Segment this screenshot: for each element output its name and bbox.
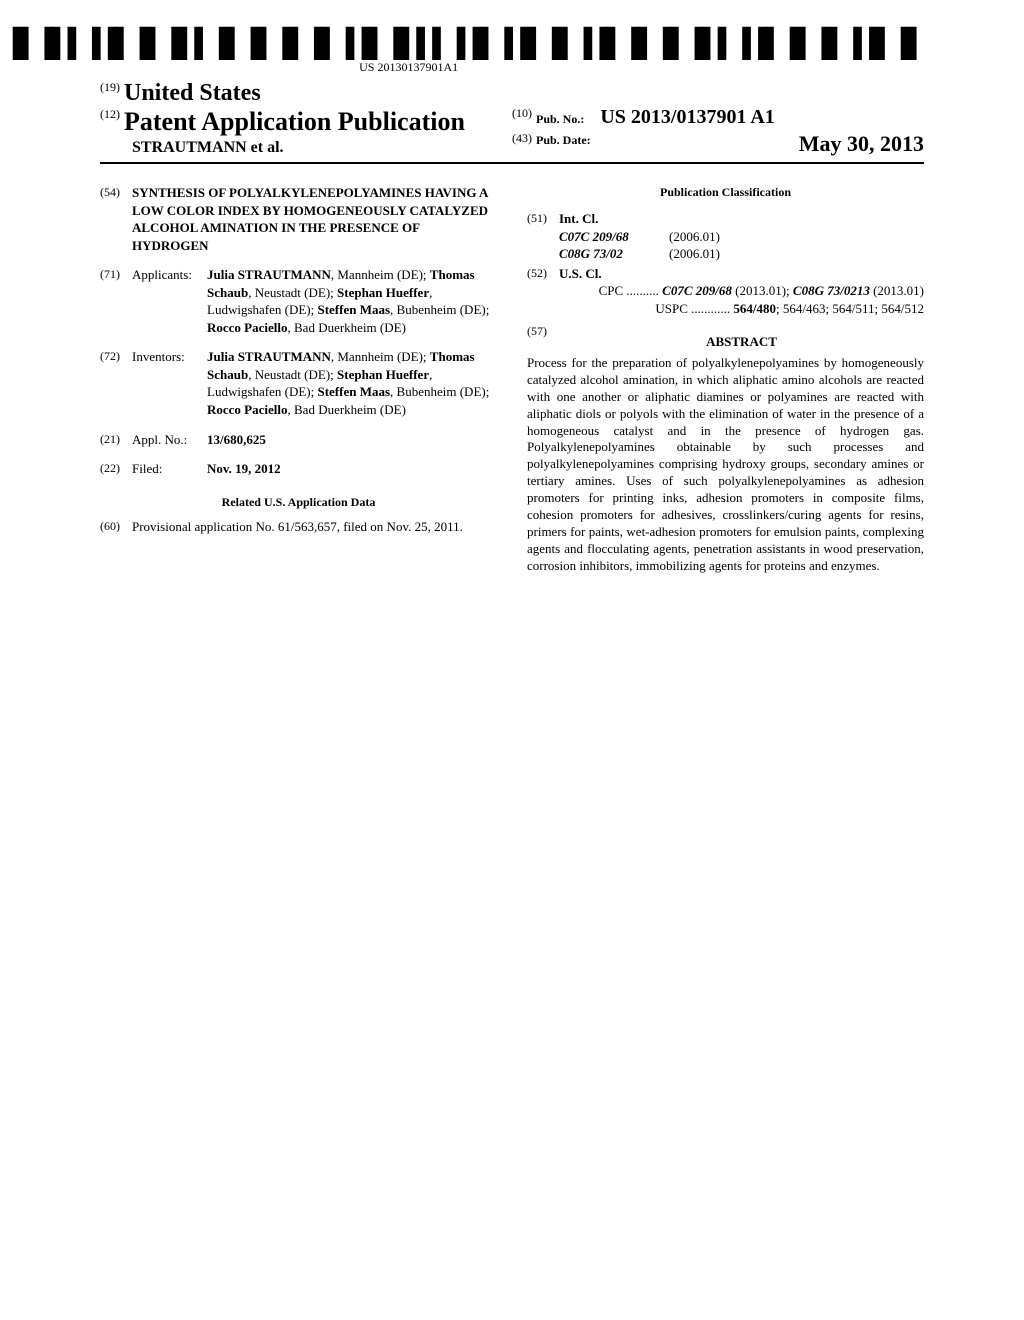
provisional-app: Provisional application No. 61/563,657, …	[132, 518, 497, 536]
pub-no-label: Pub. No.:	[536, 112, 584, 126]
applicants: Julia STRAUTMANN, Mannheim (DE); Thomas …	[207, 266, 497, 336]
inventors: Julia STRAUTMANN, Mannheim (DE); Thomas …	[207, 348, 497, 418]
publication-type: Patent Application Publication	[124, 107, 465, 136]
invention-title: SYNTHESIS OF POLYALKYLENEPOLYAMINES HAVI…	[132, 184, 497, 254]
field-60: (60)	[100, 518, 132, 536]
pub-no: US 2013/0137901 A1	[600, 106, 774, 128]
inventors-label: Inventors:	[132, 348, 207, 418]
field-51: (51)	[527, 210, 559, 263]
field-52: (52)	[527, 265, 559, 318]
left-column: (54) SYNTHESIS OF POLYALKYLENEPOLYAMINES…	[100, 184, 497, 575]
classification-header: Publication Classification	[527, 184, 924, 200]
intcl-label: Int. Cl.	[559, 210, 924, 228]
barcode: ▌▐▌▌▐▐▌▐▌▐▌▌▐▐▌▐▌▐▌▌▐▌▐▌▐▌▐▌▐▐▌▐▌▌▌▐▐▌▐▐…	[0, 30, 924, 58]
pub-date: May 30, 2013	[799, 131, 924, 157]
applicants-label: Applicants:	[132, 266, 207, 336]
uspc-line: USPC ............ 564/480; 564/463; 564/…	[559, 300, 924, 318]
field-43: (43)	[512, 131, 532, 145]
intcl-year-1: (2006.01)	[669, 245, 749, 263]
abstract-label: ABSTRACT	[559, 333, 924, 351]
country: United States	[124, 80, 261, 106]
barcode-block: ▌▐▌▌▐▐▌▐▌▐▌▌▐▐▌▐▌▐▌▌▐▌▐▌▐▌▐▌▐▐▌▐▌▌▌▐▐▌▐▐…	[100, 30, 924, 75]
intcl-year-0: (2006.01)	[669, 228, 749, 246]
field-10: (10)	[512, 106, 532, 120]
authors-header: STRAUTMANN et al.	[100, 139, 512, 157]
field-57: (57)	[527, 323, 559, 355]
appl-no: 13/680,625	[207, 431, 497, 449]
filed-date: Nov. 19, 2012	[207, 460, 497, 478]
appl-no-label: Appl. No.:	[132, 431, 207, 449]
pub-date-label: Pub. Date:	[536, 133, 591, 147]
intcl-code-1: C08G 73/02	[559, 245, 669, 263]
intcl-code-0: C07C 209/68	[559, 228, 669, 246]
abstract-text: Process for the preparation of polyalkyl…	[527, 355, 924, 575]
header: (19) United States (12) Patent Applicati…	[100, 80, 924, 164]
cpc-line: CPC .......... C07C 209/68 (2013.01); C0…	[559, 282, 924, 300]
field-19: (19)	[100, 80, 120, 94]
field-22: (22)	[100, 460, 132, 478]
barcode-text: US 20130137901A1	[0, 60, 924, 75]
field-72: (72)	[100, 348, 132, 418]
related-data-header: Related U.S. Application Data	[100, 494, 497, 510]
field-54: (54)	[100, 184, 132, 254]
field-21: (21)	[100, 431, 132, 449]
uscl-label: U.S. Cl.	[559, 265, 924, 283]
filed-label: Filed:	[132, 460, 207, 478]
field-71: (71)	[100, 266, 132, 336]
right-column: Publication Classification (51) Int. Cl.…	[527, 184, 924, 575]
field-12: (12)	[100, 107, 120, 121]
